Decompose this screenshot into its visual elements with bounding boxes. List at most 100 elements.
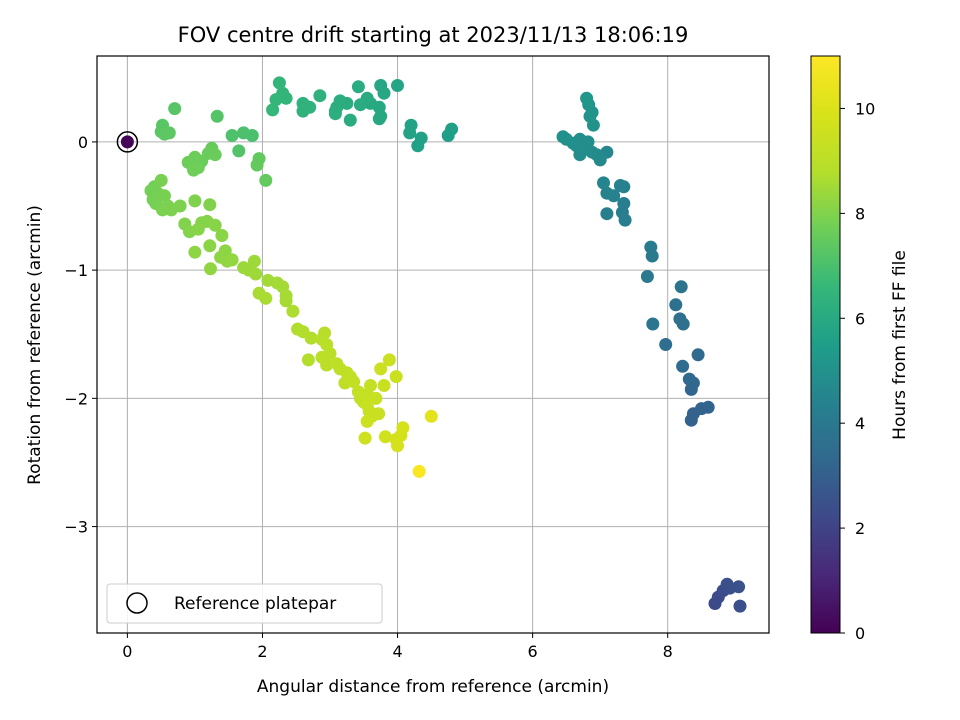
colorbar-tick-label: 4: [855, 414, 865, 433]
plot-frame: [96, 55, 770, 634]
data-point: [232, 144, 246, 158]
colorbar-tick-label: 8: [855, 204, 865, 223]
data-point: [640, 270, 654, 283]
data-point: [723, 581, 737, 595]
data-point: [597, 176, 610, 190]
data-point: [573, 148, 587, 162]
y-tick-label: −2: [64, 389, 88, 408]
y-tick-label: 0: [78, 133, 88, 152]
data-point: [581, 135, 595, 149]
colorbar-tick-label: 10: [855, 99, 875, 118]
data-point: [360, 414, 374, 428]
data-point: [204, 262, 217, 276]
data-point: [708, 597, 722, 610]
data-point: [391, 439, 404, 453]
legend: Reference platepar: [106, 583, 383, 624]
data-point: [389, 370, 403, 384]
data-point: [296, 104, 310, 118]
data-point: [347, 375, 361, 389]
data-point: [259, 173, 273, 187]
data-point: [215, 229, 229, 242]
data-point: [669, 298, 683, 312]
data-point: [269, 93, 283, 107]
data-point: [372, 112, 386, 126]
data-point: [613, 179, 627, 192]
data-point: [441, 129, 455, 142]
data-point: [225, 129, 239, 142]
data-point: [645, 249, 659, 263]
legend-box: [106, 583, 383, 624]
data-point: [377, 86, 391, 100]
data-point: [351, 80, 365, 94]
colorbar: 0 2 4 6 8 10 Hours from first FF file: [810, 55, 910, 643]
data-point: [733, 599, 747, 613]
data-point: [615, 205, 629, 219]
data-point: [372, 407, 386, 421]
chart-title: FOV centre drift starting at 2023/11/13 …: [178, 23, 689, 47]
data-point: [158, 189, 171, 203]
data-point: [203, 198, 217, 212]
data-point: [225, 253, 239, 267]
data-point: [682, 372, 696, 386]
data-point: [369, 391, 383, 405]
data-point: [203, 239, 217, 253]
data-point: [249, 267, 263, 281]
data-point: [412, 464, 426, 478]
data-point: [358, 431, 372, 445]
data-point: [691, 348, 705, 362]
data-point: [168, 102, 182, 116]
data-point: [247, 254, 261, 268]
data-point: [411, 139, 425, 153]
data-point: [646, 317, 660, 331]
data-point: [313, 89, 327, 103]
data-point: [328, 104, 342, 118]
x-tick-label: 0: [122, 642, 132, 661]
data-point: [600, 207, 614, 221]
data-point: [250, 158, 264, 172]
data-point: [191, 222, 205, 236]
data-point: [272, 76, 286, 90]
x-tick-label: 4: [392, 642, 402, 661]
data-point: [210, 109, 224, 123]
data-point: [580, 91, 594, 105]
data-point: [343, 113, 357, 127]
data-point: [684, 382, 698, 396]
data-point: [382, 353, 396, 367]
data-point: [164, 203, 178, 217]
data-point: [259, 291, 273, 305]
colorbar-ticks: 0 2 4 6 8 10: [840, 99, 875, 643]
data-point: [208, 148, 222, 162]
data-point: [353, 98, 367, 112]
data-point: [120, 135, 134, 149]
data-point: [320, 358, 334, 372]
data-point: [673, 312, 687, 326]
legend-marker: [126, 592, 148, 614]
x-axis-label: Angular distance from reference (arcmin): [257, 677, 609, 697]
y-tick-label: −1: [64, 261, 88, 280]
data-point: [266, 103, 280, 117]
data-point: [188, 245, 202, 259]
data-point: [378, 430, 392, 444]
data-point: [377, 379, 391, 392]
x-axis-ticks: 0 2 4 6 8: [122, 633, 673, 661]
legend-label: Reference platepar: [174, 594, 336, 614]
data-point: [403, 126, 417, 140]
colorbar-tick-label: 2: [855, 519, 865, 538]
colorbar-tick-label: 0: [855, 624, 865, 643]
data-point: [556, 130, 570, 144]
data-point: [237, 126, 251, 140]
data-points: [116, 76, 747, 613]
data-point: [154, 173, 168, 187]
x-tick-label: 2: [257, 642, 267, 661]
data-point: [686, 407, 700, 421]
y-axis-ticks: 0 −1 −2 −3: [64, 133, 97, 537]
data-point: [279, 294, 293, 308]
colorbar-label: Hours from first FF file: [890, 250, 910, 440]
x-tick-label: 6: [528, 642, 538, 661]
data-point: [364, 379, 377, 392]
data-point: [374, 362, 388, 376]
data-point: [301, 353, 315, 367]
data-point: [600, 186, 614, 200]
data-point: [659, 338, 673, 351]
